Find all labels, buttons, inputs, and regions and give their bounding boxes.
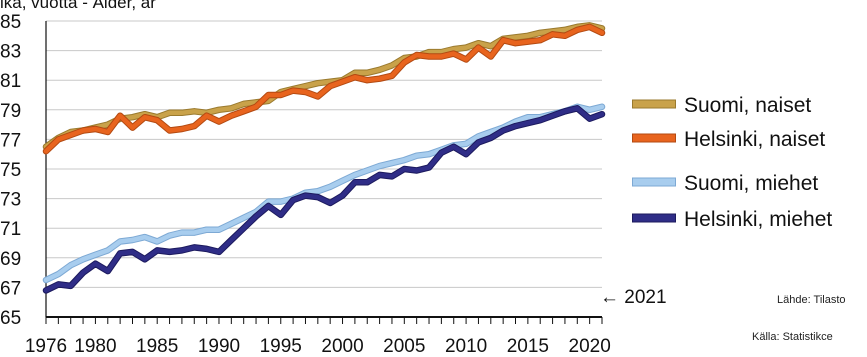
y-axis-label: ikä, vuotta - Ålder, år — [0, 0, 156, 12]
x-tick-label: 2015 — [507, 336, 549, 357]
x-tick-label: 1976 — [25, 336, 67, 357]
legend-label-1: Helsinki, naiset — [684, 128, 825, 151]
series-line-0 — [43, 23, 605, 150]
y-tick-label: 77 — [0, 130, 21, 151]
x-tick-label: 1995 — [260, 336, 302, 357]
y-tick-label: 85 — [0, 12, 21, 33]
series-line-2 — [43, 104, 605, 283]
series-line-3 — [43, 106, 605, 293]
x-tick-label: 2010 — [445, 336, 487, 357]
legend-label-2: Suomi, miehet — [684, 172, 818, 195]
x-tick-label: 1985 — [136, 336, 178, 357]
legend: Suomi, naiset Helsinki, naiset Suomi, mieh… — [632, 94, 832, 231]
y-tick-label: 65 — [0, 308, 21, 329]
source-line-sv: Källa: Statistikce — [752, 331, 833, 343]
series-line-1 — [43, 24, 605, 154]
y-tick-label: 79 — [0, 101, 21, 122]
y-tick-label: 83 — [0, 42, 21, 63]
legend-label-3: Helsinki, miehet — [684, 208, 832, 231]
x-tick-label: 1980 — [74, 336, 116, 357]
year-2021-annotation: ← 2021 — [600, 287, 667, 308]
y-tick-label: 69 — [0, 249, 21, 270]
y-tick-label: 73 — [0, 190, 21, 211]
x-tick-label: 2000 — [321, 336, 363, 357]
x-tick-label: 2020 — [569, 336, 611, 357]
source-line-fi: Lähde: Tilasto — [777, 294, 846, 306]
grid-lines — [46, 20, 602, 318]
y-tick-label: 75 — [0, 160, 21, 181]
x-axis: 1976 1980 1985 1990 1995 2000 2005 2010 2015 2020 — [25, 317, 611, 357]
y-tick-label: 71 — [0, 219, 21, 240]
y-axis: 65 67 69 71 73 75 77 79 81 83 85 — [0, 12, 47, 329]
series-lines — [42, 22, 606, 294]
y-tick-label: 67 — [0, 278, 21, 299]
y-tick-label: 81 — [0, 71, 21, 92]
legend-label-0: Suomi, naiset — [684, 94, 811, 117]
x-tick-label: 1990 — [198, 336, 240, 357]
x-tick-label: 2005 — [383, 336, 425, 357]
